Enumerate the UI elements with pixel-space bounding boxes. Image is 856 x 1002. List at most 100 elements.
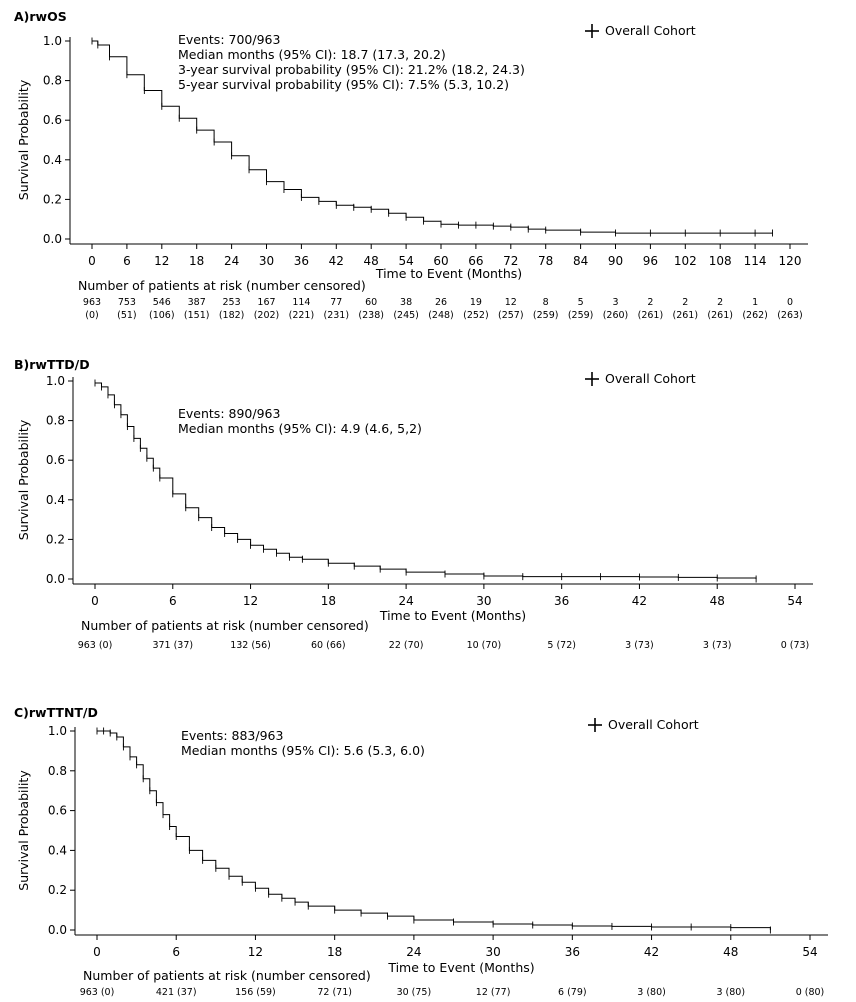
y-tick-label: 0.8: [48, 764, 67, 778]
risk-censored: (260): [603, 310, 629, 321]
risk-count: 2: [682, 297, 688, 308]
risk-entry: 963 (0): [78, 640, 113, 651]
panel-title: C)rwTTNT/D: [14, 705, 98, 720]
x-tick-label: 30: [259, 254, 274, 268]
panel-label: A): [14, 9, 29, 24]
risk-censored: (151): [184, 310, 210, 321]
x-tick-label: 12: [243, 594, 258, 608]
y-tick-label: 0.2: [48, 883, 67, 897]
x-tick-label: 24: [406, 945, 421, 959]
x-tick-label: 36: [565, 945, 580, 959]
risk-censored: (245): [393, 310, 419, 321]
legend-label: Overall Cohort: [608, 717, 699, 732]
y-tick-label: 1.0: [48, 724, 67, 738]
risk-entry: 12 (77): [476, 987, 511, 998]
risk-entry: 963 (0): [80, 987, 115, 998]
x-tick-label: 90: [608, 254, 623, 268]
y-axis-label: Survival Probability: [16, 79, 31, 200]
y-tick-label: 1.0: [46, 374, 65, 388]
x-tick-label: 54: [802, 945, 817, 959]
y-tick-label: 0.0: [48, 923, 67, 937]
x-tick-label: 48: [710, 594, 725, 608]
risk-count: 387: [188, 297, 206, 308]
risk-entry: 371 (37): [152, 640, 193, 651]
x-tick-label: 30: [476, 594, 491, 608]
x-tick-label: 114: [744, 254, 767, 268]
risk-censored: (248): [428, 310, 454, 321]
risk-censored: (0): [85, 310, 98, 321]
x-tick-label: 42: [329, 254, 344, 268]
x-axis-label: Time to Event (Months): [375, 266, 522, 281]
risk-count: 2: [717, 297, 723, 308]
risk-count: 26: [435, 297, 447, 308]
x-tick-label: 30: [485, 945, 500, 959]
panel-3: C)rwTTNT/D 0.0 0.2 0.4 0.6 0.8 1.0 0 6 12 18 24 30 36…: [14, 705, 828, 998]
x-tick-label: 6: [172, 945, 180, 959]
risk-censored: (261): [673, 310, 699, 321]
x-tick-label: 54: [398, 254, 413, 268]
x-tick-label: 18: [189, 254, 204, 268]
y-tick-label: 0.0: [46, 572, 65, 586]
risk-censored: (51): [117, 310, 137, 321]
risk-count: 963: [83, 297, 101, 308]
risk-count: 38: [400, 297, 412, 308]
stats-annotation: 3-year survival probability (95% CI): 21…: [178, 62, 525, 77]
y-tick-label: 0.0: [43, 232, 62, 246]
panel-title-text: rwTTNT/D: [29, 705, 98, 720]
y-tick-label: 0.2: [43, 192, 62, 206]
risk-count: 3: [612, 297, 618, 308]
x-tick-label: 48: [723, 945, 738, 959]
x-tick-label: 0: [91, 594, 99, 608]
x-tick-label: 42: [632, 594, 647, 608]
x-tick-label: 78: [538, 254, 553, 268]
risk-entry: 3 (73): [703, 640, 732, 651]
risk-censored: (259): [568, 310, 594, 321]
panel-2: B)rwTTD/D 0.0 0.2 0.4 0.6 0.8 1.0 0 6 12 18 24 30 36 4…: [14, 357, 813, 651]
risk-entry: 0 (73): [781, 640, 810, 651]
stats-annotation: Median months (95% CI): 18.7 (17.3, 20.2…: [178, 47, 446, 62]
y-axis-label: Survival Probability: [16, 419, 31, 540]
risk-censored: (263): [777, 310, 803, 321]
risk-table-title: Number of patients at risk (number censo…: [83, 968, 371, 983]
x-tick-label: 12: [154, 254, 169, 268]
risk-censored: (257): [498, 310, 524, 321]
y-tick-label: 0.6: [46, 453, 65, 467]
x-tick-label: 60: [433, 254, 448, 268]
risk-count: 0: [787, 297, 793, 308]
risk-table-title: Number of patients at risk (number censo…: [81, 618, 369, 633]
risk-count: 253: [223, 297, 241, 308]
risk-entry: 60 (66): [311, 640, 346, 651]
x-tick-label: 0: [88, 254, 96, 268]
x-tick-label: 6: [169, 594, 177, 608]
x-tick-label: 6: [123, 254, 131, 268]
y-tick-label: 1.0: [43, 34, 62, 48]
panel-title: B)rwTTD/D: [14, 357, 90, 372]
x-tick-label: 48: [364, 254, 379, 268]
risk-entry: 6 (79): [558, 987, 587, 998]
panel-label: B): [14, 357, 29, 372]
risk-entry: 0 (80): [796, 987, 825, 998]
y-tick-label: 0.2: [46, 532, 65, 546]
y-tick-label: 0.4: [46, 493, 65, 507]
x-axis-label: Time to Event (Months): [387, 960, 534, 975]
x-tick-label: 0: [93, 945, 101, 959]
risk-entry: 421 (37): [156, 987, 197, 998]
risk-count: 8: [543, 297, 549, 308]
survival-curve: [97, 730, 771, 930]
panel-title-text: rwOS: [29, 9, 66, 24]
risk-count: 753: [118, 297, 136, 308]
stats-annotation: Median months (95% CI): 4.9 (4.6, 5,2): [178, 421, 422, 436]
risk-censored: (261): [638, 310, 664, 321]
x-tick-label: 24: [398, 594, 413, 608]
y-tick-label: 0.8: [43, 74, 62, 88]
panel-label: C): [14, 705, 29, 720]
x-tick-label: 120: [779, 254, 802, 268]
risk-entry: 3 (80): [637, 987, 666, 998]
risk-censored: (261): [707, 310, 733, 321]
x-tick-label: 18: [327, 945, 342, 959]
legend-label: Overall Cohort: [605, 23, 696, 38]
risk-censored: (252): [463, 310, 489, 321]
risk-count: 5: [578, 297, 584, 308]
